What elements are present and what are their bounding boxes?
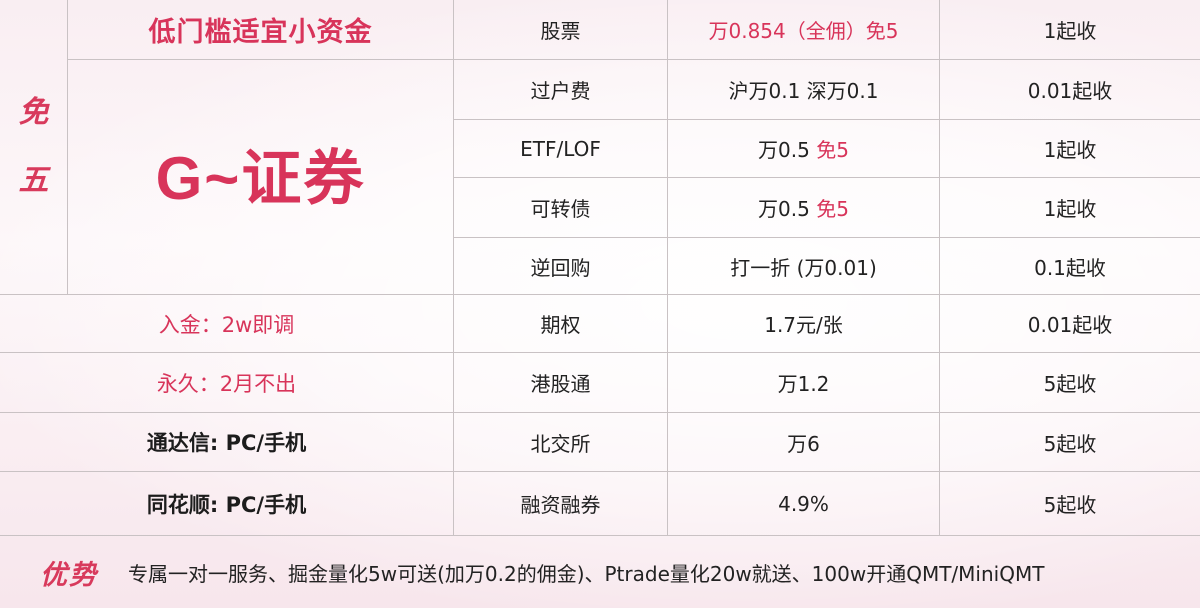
- advantages-label: 优势: [40, 559, 98, 591]
- wu-char: 五: [18, 163, 49, 198]
- rate-free-badge: 免5: [816, 197, 849, 221]
- item-cell: 融资融券: [454, 472, 668, 536]
- tdx-info: 通达信: PC/手机: [0, 413, 454, 472]
- rate-main: 万0.5: [758, 138, 817, 162]
- rate-cell: 1.7元/张: [668, 295, 940, 353]
- slogan: 低门槛适宜小资金: [68, 0, 454, 60]
- rate-cell: 4.9%: [668, 472, 940, 536]
- rate-cell: 万0.5 免5: [668, 178, 940, 238]
- item-cell: 逆回购: [454, 238, 668, 295]
- item-cell: 过户费: [454, 60, 668, 120]
- item-cell: 期权: [454, 295, 668, 353]
- rate-cell: 打一折 (万0.01): [668, 238, 940, 295]
- item-cell: 可转债: [454, 178, 668, 238]
- mian-wu-label: 免 五: [0, 0, 68, 295]
- min-cell: 0.01起收: [940, 295, 1200, 353]
- rate-cell: 万0.854（全佣）免5: [668, 0, 940, 60]
- min-cell: 1起收: [940, 120, 1200, 178]
- rate-main: 万0.5: [758, 197, 817, 221]
- item-cell: 港股通: [454, 353, 668, 413]
- min-cell: 0.1起收: [940, 238, 1200, 295]
- min-cell: 5起收: [940, 472, 1200, 536]
- brand-name: G~证券: [68, 60, 454, 295]
- item-cell: 股票: [454, 0, 668, 60]
- rate-free-badge: 免5: [816, 138, 849, 162]
- min-cell: 5起收: [940, 353, 1200, 413]
- rate-cell: 万6: [668, 413, 940, 472]
- ths-info: 同花顺: PC/手机: [0, 472, 454, 536]
- rate-cell: 万1.2: [668, 353, 940, 413]
- rate-cell: 沪万0.1 深万0.1: [668, 60, 940, 120]
- advantages-text: 专属一对一服务、掘金量化5w可送(加万0.2的佣金)、Ptrade量化20w就送…: [128, 561, 1045, 586]
- min-cell: 1起收: [940, 0, 1200, 60]
- min-cell: 5起收: [940, 413, 1200, 472]
- advantages-footer: 优势 专属一对一服务、掘金量化5w可送(加万0.2的佣金)、Ptrade量化20…: [0, 536, 1200, 608]
- mian-char: 免: [18, 95, 49, 130]
- min-cell: 0.01起收: [940, 60, 1200, 120]
- item-cell: 北交所: [454, 413, 668, 472]
- rate-cell: 万0.5 免5: [668, 120, 940, 178]
- commission-grid: 免 五 低门槛适宜小资金 股票 万0.854（全佣）免5 1起收 G~证券 过户…: [0, 0, 1200, 536]
- deposit-info: 入金：2w即调: [0, 295, 454, 353]
- permanent-info: 永久：2月不出: [0, 353, 454, 413]
- min-cell: 1起收: [940, 178, 1200, 238]
- item-cell: ETF/LOF: [454, 120, 668, 178]
